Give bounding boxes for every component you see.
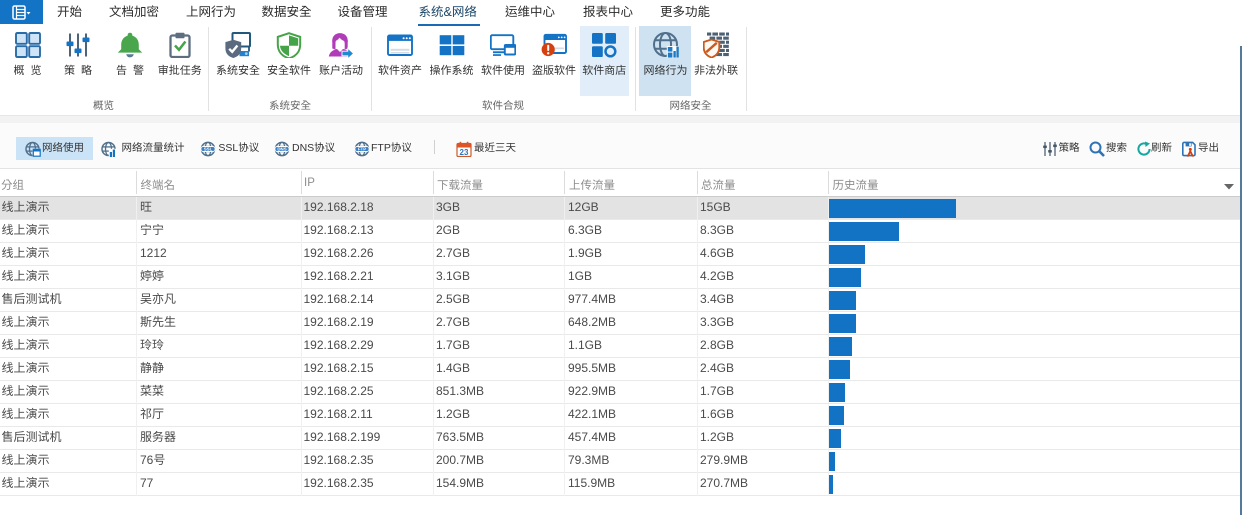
svg-text:FTP: FTP [357,146,365,151]
svg-text:SSL: SSL [204,146,213,151]
svg-text:23: 23 [460,147,469,156]
svg-text:DNS: DNS [278,146,287,151]
